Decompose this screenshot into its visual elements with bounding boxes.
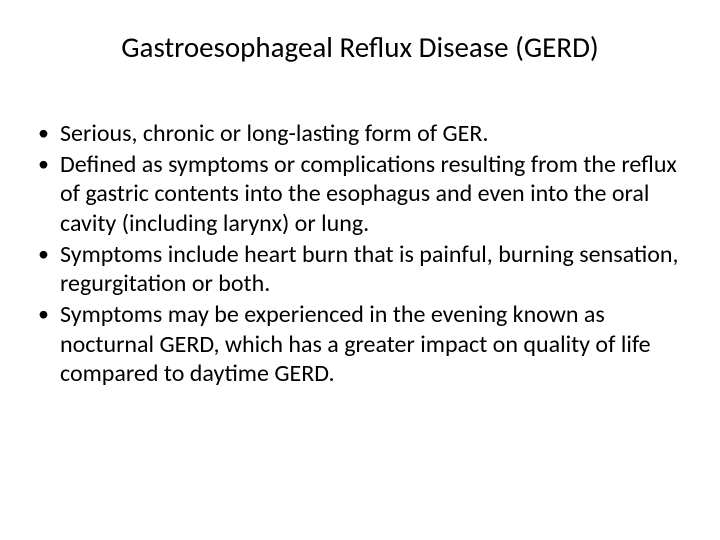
bullet-item: Serious, chronic or long-lasting form of… bbox=[36, 119, 684, 148]
bullet-item: Defined as symptoms or complications res… bbox=[36, 150, 684, 238]
bullet-item: Symptoms include heart burn that is pain… bbox=[36, 240, 684, 299]
bullet-list: Serious, chronic or long-lasting form of… bbox=[36, 119, 684, 388]
slide-title: Gastroesophageal Reflux Disease (GERD) bbox=[36, 30, 684, 65]
slide: Gastroesophageal Reflux Disease (GERD) S… bbox=[0, 0, 720, 540]
slide-body: Serious, chronic or long-lasting form of… bbox=[36, 119, 684, 504]
bullet-item: Symptoms may be experienced in the eveni… bbox=[36, 300, 684, 388]
